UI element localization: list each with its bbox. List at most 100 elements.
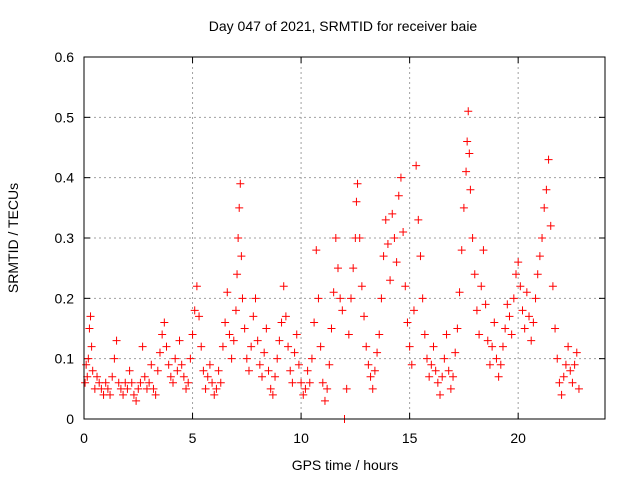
data-point bbox=[472, 306, 481, 315]
data-point bbox=[251, 294, 260, 303]
data-point bbox=[503, 300, 512, 309]
data-point bbox=[485, 360, 494, 369]
data-point bbox=[396, 173, 405, 182]
y-tick-label: 0.4 bbox=[55, 170, 75, 186]
data-point bbox=[162, 342, 171, 351]
data-point bbox=[169, 378, 178, 387]
data-point bbox=[249, 312, 258, 321]
data-point bbox=[87, 342, 96, 351]
data-point bbox=[370, 366, 379, 375]
data-point bbox=[236, 179, 245, 188]
y-tick-label: 0.1 bbox=[55, 351, 75, 367]
data-point bbox=[101, 378, 110, 387]
data-point bbox=[235, 203, 244, 212]
data-point bbox=[327, 324, 336, 333]
data-point bbox=[255, 360, 264, 369]
data-point bbox=[268, 390, 277, 399]
data-point bbox=[366, 372, 375, 381]
data-point bbox=[362, 342, 371, 351]
data-point bbox=[509, 294, 518, 303]
data-point bbox=[83, 372, 92, 381]
data-point bbox=[522, 288, 531, 297]
data-point bbox=[438, 372, 447, 381]
data-point bbox=[320, 396, 329, 405]
data-point bbox=[262, 324, 271, 333]
data-point bbox=[566, 366, 575, 375]
data-point bbox=[305, 378, 314, 387]
data-point bbox=[544, 155, 553, 164]
x-tick-label: 10 bbox=[293, 430, 309, 446]
data-point bbox=[85, 324, 94, 333]
x-tick-label: 15 bbox=[402, 430, 418, 446]
data-point bbox=[511, 270, 520, 279]
data-point bbox=[433, 378, 442, 387]
data-point bbox=[210, 390, 219, 399]
data-point bbox=[349, 264, 358, 273]
data-point bbox=[158, 330, 167, 339]
data-point bbox=[459, 203, 468, 212]
data-point bbox=[266, 384, 275, 393]
data-point bbox=[164, 360, 173, 369]
data-point bbox=[412, 161, 421, 170]
data-point bbox=[496, 360, 505, 369]
data-point bbox=[516, 282, 525, 291]
data-point bbox=[195, 312, 204, 321]
data-point bbox=[353, 179, 362, 188]
data-point bbox=[132, 396, 141, 405]
data-point bbox=[112, 336, 121, 345]
data-point bbox=[449, 372, 458, 381]
data-point bbox=[216, 378, 225, 387]
chart-title: Day 047 of 2021, SRMTID for receiver bai… bbox=[209, 18, 478, 34]
data-point bbox=[399, 227, 408, 236]
data-point bbox=[527, 336, 536, 345]
data-point bbox=[498, 342, 507, 351]
data-point bbox=[88, 366, 97, 375]
data-point bbox=[286, 366, 295, 375]
data-point bbox=[535, 252, 544, 261]
data-point bbox=[227, 354, 236, 363]
data-point bbox=[368, 384, 377, 393]
data-point bbox=[546, 221, 555, 230]
data-point bbox=[373, 348, 382, 357]
y-tick-label: 0.3 bbox=[55, 230, 75, 246]
y-tick-label: 0.2 bbox=[55, 290, 75, 306]
data-point bbox=[548, 282, 557, 291]
data-point bbox=[299, 390, 308, 399]
data-point bbox=[466, 185, 475, 194]
data-point bbox=[377, 294, 386, 303]
data-point bbox=[505, 312, 514, 321]
data-point bbox=[520, 324, 529, 333]
data-point bbox=[318, 378, 327, 387]
data-point bbox=[218, 342, 227, 351]
data-point bbox=[214, 366, 223, 375]
data-point bbox=[149, 384, 158, 393]
data-point bbox=[518, 306, 527, 315]
data-point bbox=[140, 372, 149, 381]
data-point bbox=[431, 366, 440, 375]
data-point bbox=[240, 324, 249, 333]
data-point bbox=[331, 234, 340, 242]
data-point bbox=[134, 384, 143, 393]
data-point bbox=[197, 342, 206, 351]
data-point bbox=[542, 185, 551, 194]
data-point bbox=[179, 372, 188, 381]
data-point bbox=[171, 354, 180, 363]
data-point bbox=[192, 282, 201, 291]
data-point bbox=[446, 384, 455, 393]
data-point bbox=[123, 384, 132, 393]
data-point bbox=[288, 378, 297, 387]
data-point bbox=[468, 234, 477, 242]
data-point bbox=[338, 306, 347, 315]
data-point bbox=[475, 330, 484, 339]
data-point bbox=[314, 294, 323, 303]
x-axis-label: GPS time / hours bbox=[292, 457, 399, 473]
x-tick-label: 0 bbox=[80, 430, 88, 446]
data-point bbox=[388, 209, 397, 218]
plot-frame bbox=[83, 56, 606, 420]
data-point bbox=[323, 384, 332, 393]
data-point bbox=[273, 354, 282, 363]
data-point bbox=[208, 378, 217, 387]
data-point bbox=[570, 360, 579, 369]
data-point bbox=[238, 294, 247, 303]
